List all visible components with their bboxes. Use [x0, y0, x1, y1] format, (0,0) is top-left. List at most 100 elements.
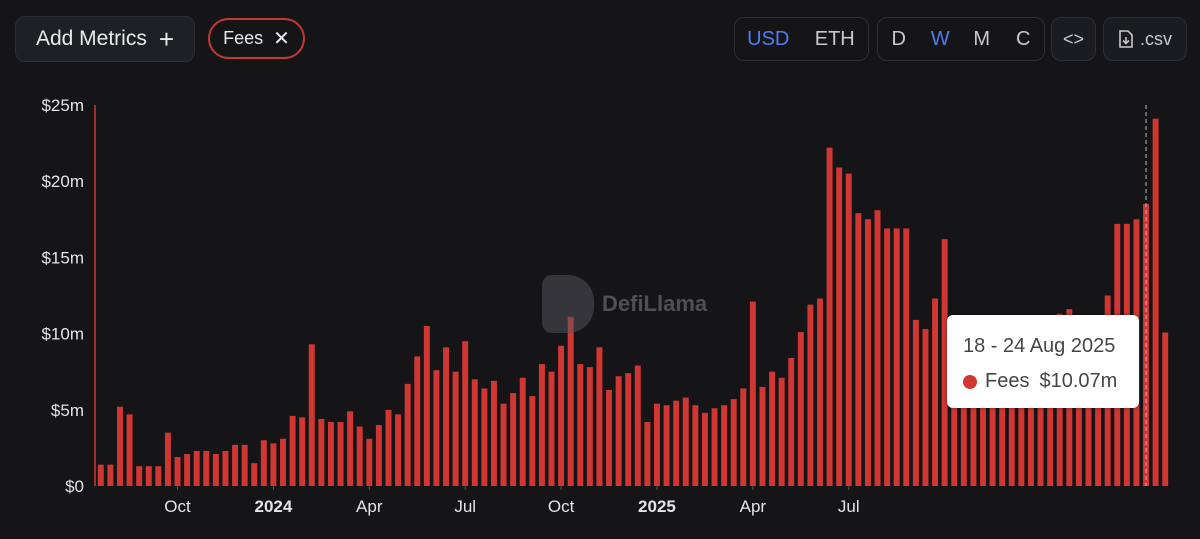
bar[interactable]: [500, 403, 507, 486]
bar[interactable]: [1152, 118, 1159, 486]
bar[interactable]: [941, 239, 948, 486]
bar[interactable]: [960, 348, 967, 486]
bar[interactable]: [759, 386, 766, 486]
bar[interactable]: [1047, 394, 1054, 486]
bar[interactable]: [663, 405, 670, 486]
bar[interactable]: [912, 319, 919, 486]
bar[interactable]: [184, 454, 191, 486]
bar[interactable]: [721, 405, 728, 486]
bar[interactable]: [452, 371, 459, 486]
bar[interactable]: [241, 444, 248, 486]
bar[interactable]: [644, 421, 651, 486]
bar[interactable]: [855, 213, 862, 486]
close-icon[interactable]: ✕: [273, 28, 290, 50]
bar[interactable]: [567, 316, 574, 486]
bar[interactable]: [404, 383, 411, 486]
bar[interactable]: [193, 450, 200, 486]
bar[interactable]: [327, 421, 334, 486]
bar[interactable]: [634, 365, 641, 486]
bar[interactable]: [682, 397, 689, 486]
bar[interactable]: [1085, 394, 1092, 486]
bar[interactable]: [884, 228, 891, 486]
bar[interactable]: [433, 370, 440, 486]
bar[interactable]: [788, 357, 795, 486]
bar[interactable]: [280, 438, 286, 486]
bar[interactable]: [289, 415, 296, 486]
bar[interactable]: [174, 457, 181, 486]
bar[interactable]: [308, 344, 315, 486]
bar[interactable]: [519, 377, 526, 486]
bar[interactable]: [318, 418, 325, 486]
bar[interactable]: [212, 454, 219, 486]
period-option-c[interactable]: C: [1016, 27, 1031, 50]
bar[interactable]: [117, 406, 123, 486]
bar[interactable]: [251, 463, 258, 486]
bar[interactable]: [893, 228, 900, 486]
bar[interactable]: [1027, 394, 1034, 486]
bar[interactable]: [778, 377, 785, 486]
currency-option-usd[interactable]: USD: [747, 27, 790, 50]
currency-option-eth[interactable]: ETH: [814, 27, 855, 50]
bar[interactable]: [126, 414, 133, 486]
bar[interactable]: [270, 443, 277, 486]
bar[interactable]: [922, 329, 929, 486]
bar[interactable]: [874, 210, 881, 486]
bar[interactable]: [232, 444, 239, 486]
bar[interactable]: [462, 341, 469, 486]
bar[interactable]: [107, 464, 114, 486]
bar[interactable]: [558, 345, 565, 486]
bar[interactable]: [481, 388, 488, 486]
bar[interactable]: [490, 380, 497, 486]
bar[interactable]: [1008, 394, 1015, 486]
bar[interactable]: [625, 373, 632, 486]
bar[interactable]: [999, 394, 1006, 486]
bar[interactable]: [749, 301, 756, 486]
bar[interactable]: [1162, 332, 1169, 486]
bar[interactable]: [740, 388, 747, 486]
period-option-d[interactable]: D: [891, 27, 906, 50]
bar[interactable]: [97, 464, 104, 486]
bar[interactable]: [414, 356, 421, 486]
bar[interactable]: [145, 466, 152, 486]
bar[interactable]: [395, 414, 402, 486]
bar[interactable]: [164, 432, 171, 486]
bar[interactable]: [836, 167, 843, 486]
bar[interactable]: [730, 399, 737, 486]
bar[interactable]: [807, 304, 814, 486]
bar[interactable]: [692, 405, 699, 486]
bar[interactable]: [596, 347, 603, 486]
bar[interactable]: [356, 426, 363, 486]
bar[interactable]: [222, 450, 229, 486]
bar[interactable]: [347, 411, 354, 486]
add-metrics-button[interactable]: Add Metrics +: [15, 16, 195, 62]
bar[interactable]: [299, 417, 306, 486]
bar[interactable]: [980, 379, 986, 486]
bar[interactable]: [1037, 394, 1044, 486]
period-option-m[interactable]: M: [973, 27, 991, 50]
bar[interactable]: [375, 425, 382, 486]
bar[interactable]: [548, 371, 555, 486]
bar[interactable]: [951, 336, 958, 486]
bar[interactable]: [903, 228, 910, 486]
bar[interactable]: [864, 219, 871, 487]
bar[interactable]: [845, 173, 852, 486]
bar[interactable]: [606, 389, 612, 486]
bar[interactable]: [337, 421, 344, 486]
download-csv-button[interactable]: .csv: [1103, 17, 1187, 61]
bar[interactable]: [769, 371, 776, 486]
bar[interactable]: [260, 440, 267, 486]
embed-button[interactable]: <>: [1051, 17, 1096, 61]
metric-chip-fees[interactable]: Fees ✕: [208, 18, 305, 59]
bar[interactable]: [673, 400, 680, 486]
bar[interactable]: [136, 466, 143, 486]
bar[interactable]: [443, 347, 449, 486]
bar[interactable]: [1095, 394, 1102, 486]
bar[interactable]: [586, 367, 593, 486]
bar[interactable]: [701, 412, 708, 486]
bar[interactable]: [817, 298, 823, 486]
bar[interactable]: [1018, 394, 1025, 486]
bar[interactable]: [510, 393, 517, 486]
bar[interactable]: [826, 147, 833, 487]
bar[interactable]: [615, 376, 622, 486]
bar[interactable]: [932, 298, 939, 486]
